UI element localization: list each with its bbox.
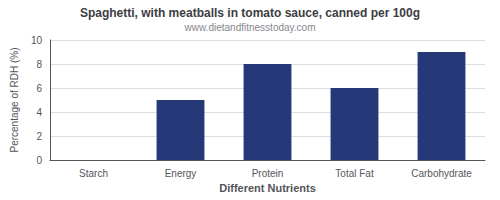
svg-text:www.dietandfitnesstoday.com: www.dietandfitnesstoday.com: [184, 22, 316, 33]
svg-text:Percentage of RDH (%): Percentage of RDH (%): [9, 47, 20, 152]
svg-text:Protein: Protein: [252, 168, 284, 179]
svg-text:Total Fat: Total Fat: [335, 168, 374, 179]
svg-text:4: 4: [36, 107, 42, 118]
svg-text:Different Nutrients: Different Nutrients: [219, 182, 316, 194]
svg-text:Spaghetti, with meatballs in t: Spaghetti, with meatballs in tomato sauc…: [80, 6, 420, 20]
svg-text:Carbohydrate: Carbohydrate: [411, 168, 472, 179]
svg-text:2: 2: [36, 131, 42, 142]
svg-text:0: 0: [36, 155, 42, 166]
svg-text:6: 6: [36, 83, 42, 94]
svg-text:8: 8: [36, 59, 42, 70]
svg-text:Energy: Energy: [165, 168, 197, 179]
svg-text:10: 10: [31, 35, 43, 46]
svg-text:Starch: Starch: [79, 168, 108, 179]
